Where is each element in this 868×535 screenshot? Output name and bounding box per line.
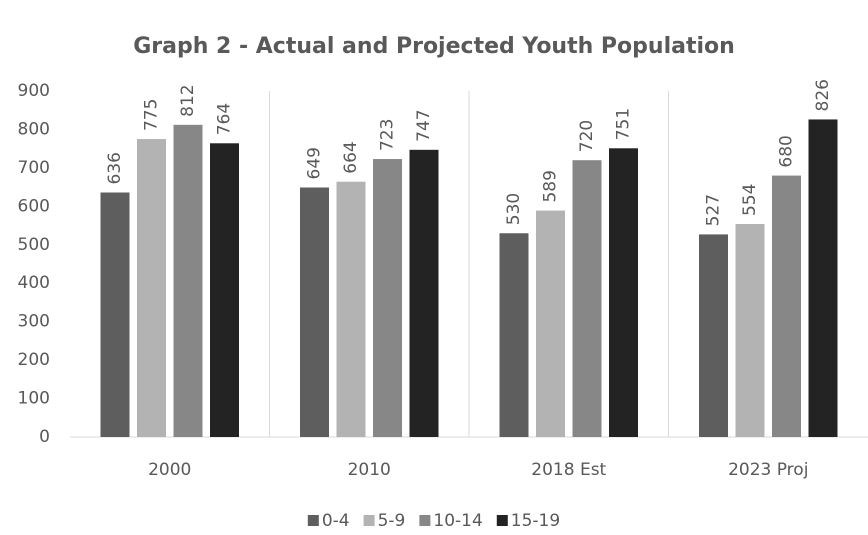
- data-label: 680: [777, 135, 797, 167]
- y-tick-label: 800: [18, 119, 50, 139]
- bar: [735, 224, 765, 437]
- y-tick-label: 700: [18, 158, 50, 178]
- data-label: 751: [614, 108, 634, 140]
- legend-label: 10-14: [433, 511, 482, 531]
- legend-swatch: [419, 515, 431, 526]
- y-tick-label: 200: [18, 350, 50, 370]
- bar: [300, 187, 329, 437]
- legend-label: 15-19: [511, 511, 560, 531]
- bar: [808, 119, 838, 438]
- x-tick-label: 2018 Est: [531, 460, 606, 480]
- bar: [409, 149, 439, 437]
- y-tick-label: 400: [18, 273, 50, 293]
- bar: [100, 192, 130, 437]
- data-label: 636: [105, 152, 125, 184]
- bar: [609, 148, 638, 437]
- bar: [173, 124, 203, 437]
- data-label: 826: [813, 79, 833, 111]
- data-label: 589: [541, 170, 561, 202]
- chart-title: Graph 2 - Actual and Projected Youth Pop…: [133, 34, 735, 59]
- x-tick-label: 2023 Proj: [728, 460, 808, 480]
- data-label: 530: [504, 193, 524, 225]
- data-label: 664: [341, 141, 361, 173]
- legend-swatch: [496, 515, 508, 526]
- bar: [137, 139, 166, 438]
- data-label: 554: [740, 184, 760, 216]
- legend-label: 0-4: [322, 511, 350, 531]
- y-tick-label: 600: [18, 196, 50, 216]
- y-tick-label: 100: [18, 389, 50, 409]
- data-label: 812: [178, 84, 198, 116]
- y-tick-label: 0: [39, 427, 50, 447]
- x-tick-label: 2010: [348, 460, 391, 480]
- bar: [499, 233, 529, 437]
- bar: [336, 181, 366, 437]
- legend-swatch: [307, 515, 319, 526]
- legend: 0-4 5-9 10-14 15-19: [307, 511, 560, 531]
- bar: [373, 159, 402, 437]
- bar: [699, 234, 728, 437]
- y-tick-label: 900: [18, 81, 50, 101]
- bar: [210, 143, 239, 438]
- data-label: 764: [215, 103, 235, 135]
- data-label: 720: [577, 120, 597, 152]
- bar: [772, 175, 801, 438]
- y-tick-label: 300: [18, 312, 50, 332]
- y-tick-label: 500: [18, 235, 50, 255]
- data-label: 649: [305, 147, 325, 179]
- x-tick-label: 2000: [148, 460, 191, 480]
- data-label: 527: [704, 194, 724, 226]
- legend-swatch: [363, 515, 375, 526]
- bar: [572, 160, 602, 437]
- data-label: 775: [142, 99, 162, 131]
- data-label: 747: [414, 109, 434, 141]
- bar: [536, 210, 565, 437]
- legend-label: 5-9: [378, 511, 406, 531]
- data-label: 723: [378, 119, 398, 151]
